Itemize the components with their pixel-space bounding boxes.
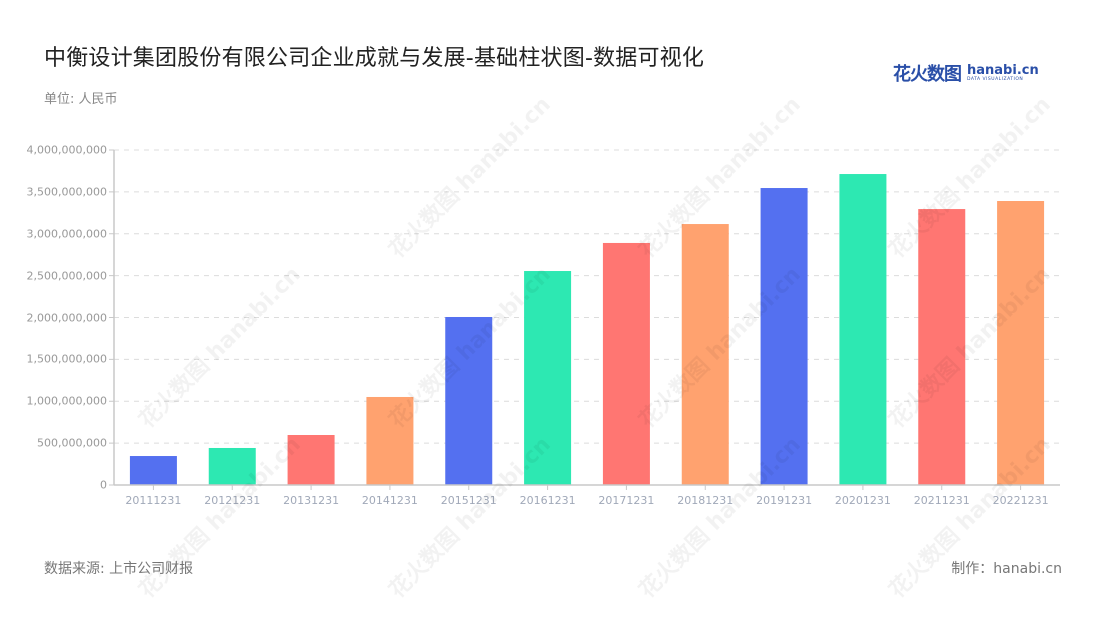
y-tick-label: 3,500,000,000 [26,185,107,199]
y-tick-label: 500,000,000 [37,436,107,450]
logo-text-cn: 花火数图 [893,64,962,85]
maker-credit: 制作：hanabi.cn [951,561,1062,577]
x-tick-label: 20221231 [992,494,1049,507]
y-tick-label: 2,500,000,000 [26,269,107,283]
bar-20131231[interactable] [287,435,335,485]
x-tick-label: 20181231 [677,494,734,507]
x-tick-label: 20151231 [440,494,497,507]
logo-text-en: hanabi.cn [967,62,1039,78]
y-tick-label: 4,000,000,000 [26,143,107,157]
x-tick-label: 20191231 [756,494,813,507]
x-tick-label: 20211231 [913,494,970,507]
x-tick-label: 20141231 [361,494,418,507]
bar-20111231[interactable] [129,456,177,485]
bar-20151231[interactable] [445,316,493,485]
bar-20161231[interactable] [524,271,572,485]
logo-text-en-sub: DATA VISUALIZATION [967,76,1024,82]
unit-label: 单位: 人民币 [44,92,118,107]
y-tick-label: 1,000,000,000 [26,394,107,408]
x-tick-label: 20131231 [283,494,340,507]
chart-title: 中衡设计集团股份有限公司企业成就与发展-基础柱状图-数据可视化 [44,46,705,71]
x-tick-label: 20111231 [125,494,182,507]
y-tick-label: 0 [100,478,107,492]
x-tick-label: 20161231 [519,494,576,507]
y-tick-label: 1,500,000,000 [26,352,107,366]
bar-20221231[interactable] [997,201,1045,485]
x-tick-label: 20201231 [834,494,891,507]
bar-20121231[interactable] [208,447,256,485]
bar-20181231[interactable] [681,224,729,485]
x-tick-label: 20121231 [204,494,261,507]
bar-20191231[interactable] [760,188,808,485]
bar-20171231[interactable] [602,242,650,485]
brand-logo: 花火数图 hanabi.cn DATA VISUALIZATION [893,60,1039,86]
y-tick-label: 2,000,000,000 [26,311,107,324]
x-tick-label: 20171231 [598,494,655,507]
y-tick-label: 3,000,000,000 [26,227,107,241]
data-source: 数据来源: 上市公司财报 [44,561,194,577]
logo-text-en-group: hanabi.cn DATA VISUALIZATION [967,64,1039,83]
bar-20211231[interactable] [918,209,966,485]
bar-20141231[interactable] [366,396,414,485]
bar-20201231[interactable] [839,174,887,485]
